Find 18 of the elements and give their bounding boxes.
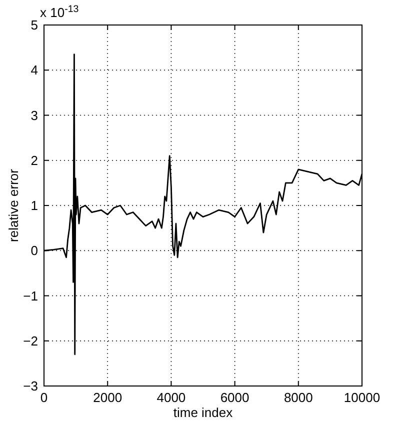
x-tick-label: 6000 (220, 390, 250, 405)
y-tick-label: −2 (23, 333, 38, 348)
y-tick-label: −3 (23, 378, 38, 394)
y-tick-label: 5 (30, 18, 38, 32)
x-tick-label: 10000 (344, 390, 380, 405)
y-tick-label: 4 (30, 62, 38, 78)
y-tick-label: 0 (30, 243, 38, 258)
y-tick-label: −1 (23, 288, 38, 304)
x-axis-title: time index (173, 405, 234, 420)
y-tick-label: 2 (30, 152, 38, 168)
y-tick-label: 3 (30, 108, 38, 123)
text: x 10$^{-13}$ (40, 4, 79, 20)
x-tick-label: 4000 (156, 390, 186, 405)
y-tick-label: 1 (30, 198, 38, 213)
x-tick-label: 0 (40, 390, 48, 405)
x-tick-label: 2000 (93, 390, 122, 405)
y-axis-title: relative error (6, 168, 21, 242)
x-tick-label: 8000 (284, 390, 313, 405)
